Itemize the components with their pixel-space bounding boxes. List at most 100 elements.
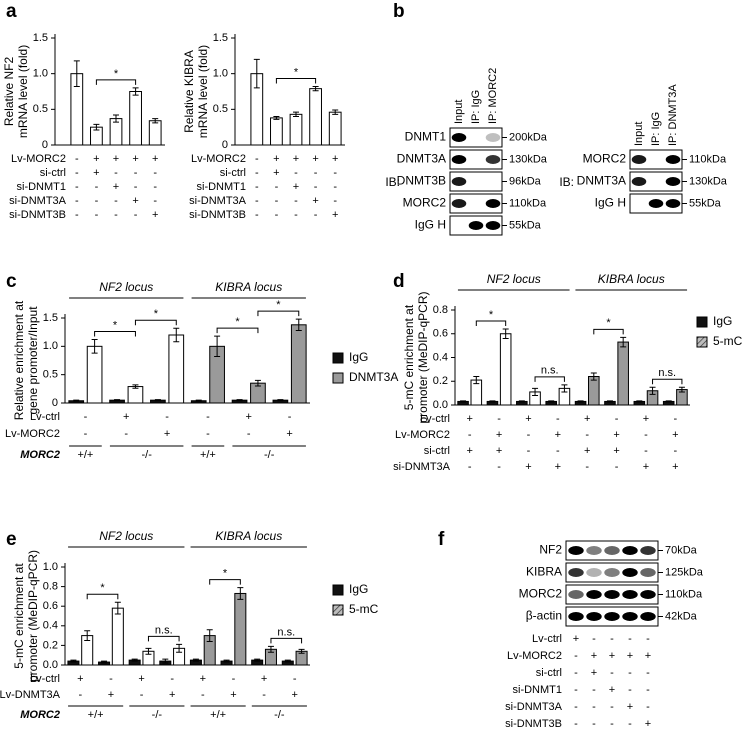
panel-letter: c xyxy=(6,271,17,292)
condition-sign: + xyxy=(312,153,318,165)
condition-sign: - xyxy=(95,209,99,221)
condition-sign: + xyxy=(152,209,158,221)
condition-label: Lv-ctrl xyxy=(30,411,60,423)
error-bar xyxy=(548,400,555,403)
significance-label: n.s. xyxy=(658,367,676,379)
condition-sign: + xyxy=(138,673,144,685)
condition-label: si-DNMT1 xyxy=(197,181,247,193)
legend-label: IgG xyxy=(349,350,368,364)
condition-sign: - xyxy=(585,461,589,473)
band xyxy=(586,590,602,599)
condition-sign: + xyxy=(643,461,649,473)
condition-label: si-DNMT3A xyxy=(9,195,66,207)
error-bar xyxy=(114,399,121,402)
condition-sign: - xyxy=(497,461,501,473)
error-bar xyxy=(473,376,480,385)
significance-label: * xyxy=(113,319,118,331)
condition-label: si-DNMT1 xyxy=(17,181,67,193)
condition-sign: - xyxy=(95,195,99,207)
y-tick-label: 0.6 xyxy=(433,328,448,340)
band xyxy=(568,612,584,621)
condition-sign: - xyxy=(610,701,614,713)
error-bar xyxy=(284,659,291,663)
error-bar xyxy=(93,123,100,131)
y-tick-label: 0.2 xyxy=(43,639,58,651)
size-label: 110kDa xyxy=(665,588,703,600)
condition-sign: - xyxy=(628,633,632,645)
panel-letter: a xyxy=(6,1,17,22)
condition-sign: + xyxy=(261,673,267,685)
condition-sign: - xyxy=(527,445,531,457)
error-bar xyxy=(195,399,202,402)
y-tick-label: 0.5 xyxy=(43,369,58,381)
band xyxy=(622,590,638,599)
significance-bracket xyxy=(95,79,137,85)
error-bar xyxy=(173,327,180,343)
size-label: 110kDa xyxy=(509,197,547,209)
condition-sign: + xyxy=(496,429,502,441)
condition-sign: - xyxy=(646,701,650,713)
condition-sign: - xyxy=(527,429,531,441)
condition-sign: - xyxy=(255,167,259,179)
band xyxy=(485,199,501,208)
y-tick-label: 0.5 xyxy=(33,103,48,115)
condition-label: Lv-ctrl xyxy=(420,413,450,425)
band xyxy=(665,177,681,186)
condition-sign: - xyxy=(628,667,632,679)
error-bar xyxy=(254,658,261,662)
significance-bracket xyxy=(593,328,624,335)
band xyxy=(568,546,584,555)
significance-bracket xyxy=(534,376,565,382)
error-bar xyxy=(223,659,230,663)
condition-sign: + xyxy=(164,428,170,440)
row-label: DNMT3B xyxy=(397,174,446,188)
significance-label: * xyxy=(100,582,105,594)
error-bar xyxy=(678,386,685,393)
significance-bracket xyxy=(257,310,300,317)
condition-sign: + xyxy=(466,445,472,457)
condition-sign: - xyxy=(134,209,138,221)
panel-letter: f xyxy=(438,529,445,550)
row-label: DNMT1 xyxy=(405,130,447,144)
condition-sign: + xyxy=(132,153,138,165)
size-label: 70kDa xyxy=(665,544,698,556)
size-label: 96kDa xyxy=(509,175,542,187)
condition-sign: - xyxy=(255,195,259,207)
condition-sign: - xyxy=(134,167,138,179)
error-bar xyxy=(152,118,159,124)
significance-label: * xyxy=(235,316,240,328)
band xyxy=(485,221,501,230)
condition-sign: - xyxy=(646,667,650,679)
condition-sign: + xyxy=(286,428,292,440)
condition-sign: - xyxy=(646,633,650,645)
condition-sign: - xyxy=(293,673,297,685)
error-bar xyxy=(665,400,672,403)
condition-sign: + xyxy=(291,689,297,701)
genotype-value: +/+ xyxy=(88,709,104,721)
error-bar xyxy=(295,318,302,331)
condition-sign: + xyxy=(645,718,651,730)
condition-sign: + xyxy=(123,411,129,423)
band xyxy=(640,612,656,621)
group-label: NF2 locus xyxy=(487,272,541,286)
error-bar xyxy=(162,658,169,664)
bar xyxy=(290,324,307,404)
band xyxy=(586,612,602,621)
condition-sign: - xyxy=(314,181,318,193)
condition-sign: - xyxy=(78,689,82,701)
genotype-value: -/- xyxy=(141,449,152,461)
condition-sign: - xyxy=(628,684,632,696)
condition-sign: - xyxy=(232,673,236,685)
condition-label: Lv-MORC2 xyxy=(507,650,562,662)
condition-sign: + xyxy=(525,461,531,473)
y-axis-label: promoter (MeDIP-qPCR) xyxy=(26,550,40,682)
condition-sign: - xyxy=(247,428,251,440)
condition-sign: - xyxy=(574,684,578,696)
error-bar xyxy=(254,379,261,387)
lane-label: Input xyxy=(633,122,645,146)
y-tick-label: 0.5 xyxy=(213,103,228,115)
row-label: DNMT3A xyxy=(397,152,446,166)
error-bar xyxy=(532,387,539,396)
condition-sign: - xyxy=(574,718,578,730)
